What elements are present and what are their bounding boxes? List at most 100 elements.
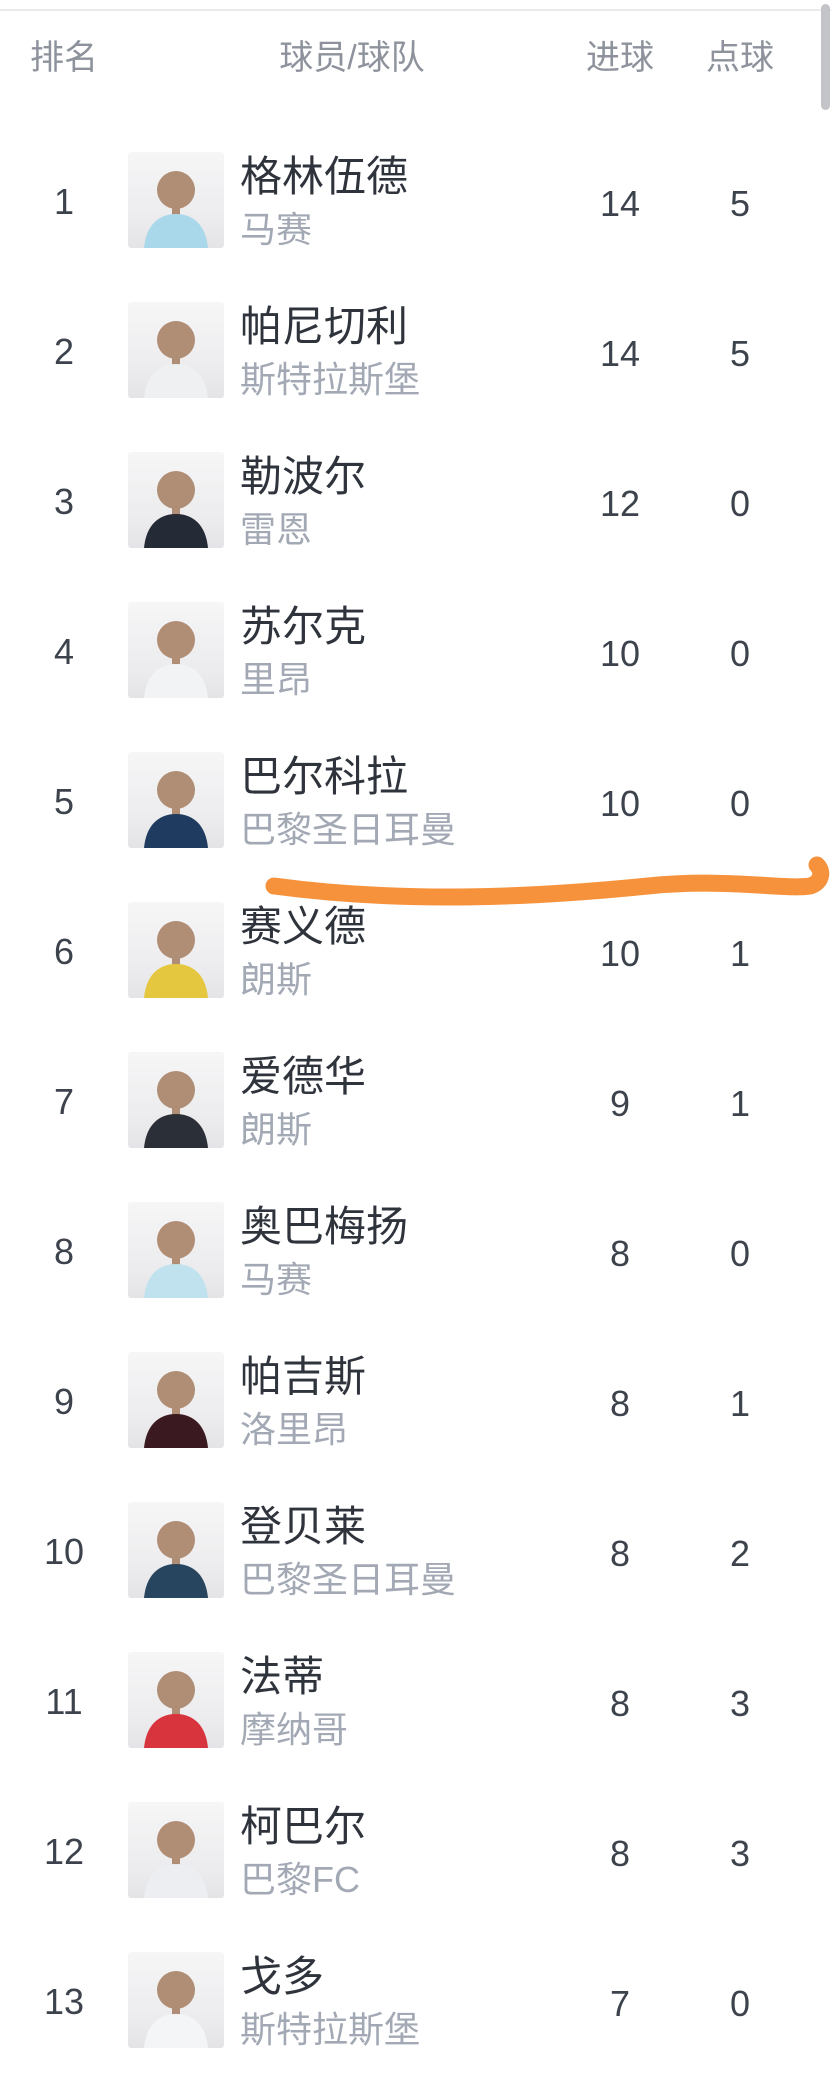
player-name: 法蒂 <box>240 1653 325 1700</box>
player-name: 巴尔科拉 <box>240 753 409 800</box>
player-silhouette-icon <box>144 1071 208 1148</box>
rank-value: 9 <box>53 1381 75 1422</box>
player-silhouette-icon <box>144 1221 208 1298</box>
player-name: 爱德华 <box>240 1053 367 1100</box>
table-row[interactable]: 13 戈多 斯特拉斯堡 7 0 <box>0 1925 831 2075</box>
player-name: 登贝莱 <box>240 1503 367 1550</box>
player-silhouette-icon <box>144 621 208 698</box>
goals-value: 14 <box>599 333 641 374</box>
player-name: 赛义德 <box>240 903 367 950</box>
penalties-value: 0 <box>729 1233 751 1274</box>
player-silhouette-icon <box>144 1521 208 1598</box>
player-team: 雷恩 <box>240 509 313 550</box>
penalties-value: 5 <box>729 183 751 224</box>
player-team: 马赛 <box>240 209 313 250</box>
player-photo <box>128 902 224 998</box>
penalties-value: 1 <box>729 933 751 974</box>
goals-value: 9 <box>609 1083 631 1124</box>
penalties-value: 3 <box>729 1683 751 1724</box>
scorers-list: 1 格林伍德 马赛 14 5 2 帕尼切利 斯特拉斯堡 14 5 3 <box>0 125 831 2075</box>
player-name: 勒波尔 <box>240 453 367 500</box>
player-photo <box>128 1952 224 2048</box>
player-team: 里昂 <box>240 659 313 700</box>
goals-value: 8 <box>609 1533 631 1574</box>
goals-value: 8 <box>609 1233 631 1274</box>
table-row[interactable]: 5 巴尔科拉 巴黎圣日耳曼 10 0 <box>0 725 831 875</box>
column-header-goals: 进球 <box>586 39 654 77</box>
rank-value: 7 <box>53 1081 75 1122</box>
player-silhouette-icon <box>144 321 208 398</box>
player-photo <box>128 1652 224 1748</box>
player-name: 苏尔克 <box>240 603 367 650</box>
table-row[interactable]: 11 法蒂 摩纳哥 8 3 <box>0 1625 831 1775</box>
player-team: 朗斯 <box>240 959 313 1000</box>
player-silhouette-icon <box>144 1671 208 1748</box>
rank-value: 2 <box>53 331 75 372</box>
rank-value: 3 <box>53 481 75 522</box>
player-team: 斯特拉斯堡 <box>240 359 421 400</box>
rank-value: 8 <box>53 1231 75 1272</box>
goals-value: 10 <box>599 933 641 974</box>
player-photo <box>128 1802 224 1898</box>
player-name: 奥巴梅扬 <box>240 1203 409 1250</box>
table-row[interactable]: 12 柯巴尔 巴黎FC 8 3 <box>0 1775 831 1925</box>
rank-value: 1 <box>53 181 75 222</box>
rank-value: 5 <box>53 781 75 822</box>
table-row[interactable]: 6 赛义德 朗斯 10 1 <box>0 875 831 1025</box>
rank-value: 6 <box>53 931 75 972</box>
vertical-scrollbar-thumb[interactable] <box>821 4 830 110</box>
table-row[interactable]: 2 帕尼切利 斯特拉斯堡 14 5 <box>0 275 831 425</box>
player-team: 洛里昂 <box>240 1409 349 1450</box>
player-silhouette-icon <box>144 171 208 248</box>
goals-value: 8 <box>609 1383 631 1424</box>
player-photo <box>128 1352 224 1448</box>
penalties-value: 0 <box>729 1983 751 2024</box>
penalties-value: 0 <box>729 783 751 824</box>
table-header: 排名 球员/球队 进球 点球 <box>0 30 831 80</box>
player-photo <box>128 1202 224 1298</box>
player-photo <box>128 752 224 848</box>
penalties-value: 5 <box>729 333 751 374</box>
goals-value: 8 <box>609 1833 631 1874</box>
table-row[interactable]: 4 苏尔克 里昂 10 0 <box>0 575 831 725</box>
player-team: 巴黎FC <box>240 1859 360 1900</box>
penalties-value: 0 <box>729 483 751 524</box>
rank-value: 10 <box>43 1531 85 1572</box>
player-team: 斯特拉斯堡 <box>240 2009 421 2050</box>
player-team: 马赛 <box>240 1259 313 1300</box>
table-row[interactable]: 8 奥巴梅扬 马赛 8 0 <box>0 1175 831 1325</box>
rank-value: 11 <box>45 1681 83 1722</box>
player-team: 朗斯 <box>240 1109 313 1150</box>
player-silhouette-icon <box>144 921 208 998</box>
player-silhouette-icon <box>144 1971 208 2048</box>
table-row[interactable]: 1 格林伍德 马赛 14 5 <box>0 125 831 275</box>
player-photo <box>128 302 224 398</box>
player-name: 格林伍德 <box>240 153 409 200</box>
player-silhouette-icon <box>144 471 208 548</box>
player-silhouette-icon <box>144 771 208 848</box>
player-photo <box>128 452 224 548</box>
penalties-value: 0 <box>729 633 751 674</box>
rank-value: 12 <box>43 1831 85 1872</box>
goals-value: 7 <box>609 1983 631 2024</box>
goals-value: 14 <box>599 183 641 224</box>
goals-value: 12 <box>599 483 641 524</box>
player-photo <box>128 1502 224 1598</box>
penalties-value: 3 <box>729 1833 751 1874</box>
table-row[interactable]: 10 登贝莱 巴黎圣日耳曼 8 2 <box>0 1475 831 1625</box>
goals-value: 10 <box>599 783 641 824</box>
player-silhouette-icon <box>144 1371 208 1448</box>
goals-value: 10 <box>599 633 641 674</box>
penalties-value: 1 <box>729 1383 751 1424</box>
table-row[interactable]: 7 爱德华 朗斯 9 1 <box>0 1025 831 1175</box>
column-header-penalties: 点球 <box>706 39 774 77</box>
player-team: 巴黎圣日耳曼 <box>240 809 457 850</box>
table-row[interactable]: 9 帕吉斯 洛里昂 8 1 <box>0 1325 831 1475</box>
table-row[interactable]: 3 勒波尔 雷恩 12 0 <box>0 425 831 575</box>
player-team: 摩纳哥 <box>240 1709 349 1750</box>
player-name: 帕尼切利 <box>240 303 409 350</box>
player-name: 帕吉斯 <box>240 1353 367 1400</box>
top-divider <box>0 9 831 11</box>
player-silhouette-icon <box>144 1821 208 1898</box>
